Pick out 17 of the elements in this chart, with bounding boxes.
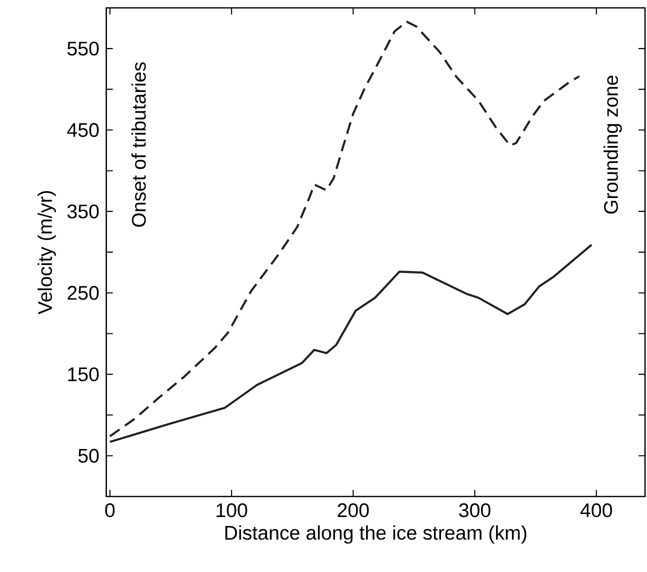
y-tick-label: 550	[67, 42, 99, 56]
x-tick-label: 400	[580, 503, 612, 518]
x-tick-label: 200	[338, 503, 369, 518]
y-tick-label: 150	[68, 367, 99, 382]
y-tick-label: 450	[67, 122, 99, 137]
y-axis-title: Velocity (m/yr)	[38, 191, 56, 314]
y-tick-label: 50	[78, 448, 99, 463]
annotation: Grounding zone	[604, 76, 622, 214]
x-tick-label: 0	[105, 503, 115, 518]
y-tick-label: 250	[68, 286, 99, 300]
y-tick-label: 350	[67, 204, 99, 218]
annotation: Onset of tributaries	[131, 62, 146, 227]
line-series	[108, 244, 593, 443]
x-tick-label: 100	[216, 503, 248, 518]
x-axis-title: Distance along the ice stream (km)	[225, 525, 526, 544]
line-series	[108, 20, 580, 438]
x-tick-label: 300	[459, 503, 490, 518]
